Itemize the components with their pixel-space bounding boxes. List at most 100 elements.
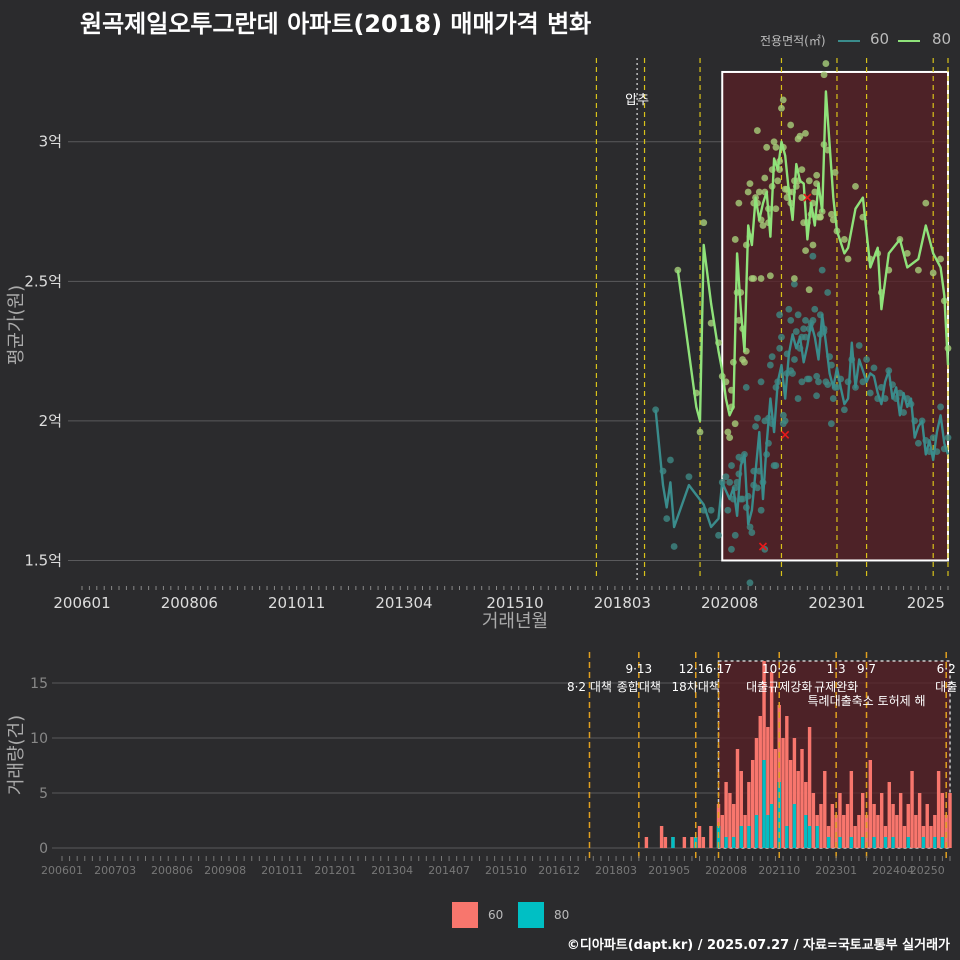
price-highlight-box	[721, 70, 949, 562]
legend-swatch-80	[898, 40, 920, 42]
volume-x-tick-label: 201905	[648, 864, 690, 877]
price-point-60	[827, 420, 835, 428]
volume-bar-60	[823, 771, 827, 848]
volume-bar-60	[929, 826, 933, 848]
volume-x-tick-label: 200601	[41, 864, 83, 877]
price-y-tick-label: 1.5억	[24, 551, 62, 569]
volume-event-label: 18차대책	[672, 679, 720, 694]
price-point-60	[778, 333, 785, 341]
price-point-60	[746, 579, 754, 587]
volume-bar-60	[682, 837, 687, 848]
price-point-60	[900, 409, 907, 416]
volume-bar-60	[906, 804, 910, 848]
price-point-60	[944, 434, 952, 442]
price-point-80	[744, 188, 752, 196]
volume-event-date-label: 9·7	[857, 662, 876, 676]
price-point-80	[922, 199, 930, 207]
price-point-80	[770, 138, 778, 146]
price-x-tick-label: 201803	[594, 594, 651, 612]
volume-bar-80	[671, 837, 675, 848]
price-point-80	[929, 269, 937, 277]
volume-x-tick-label: 201510	[485, 864, 527, 877]
price-x-tick-label: 201510	[486, 594, 543, 612]
volume-bar-60	[750, 760, 755, 848]
price-point-60	[728, 462, 735, 469]
volume-x-tick-label: 200703	[94, 864, 136, 877]
price-point-60	[781, 417, 789, 425]
price-point-80	[787, 121, 795, 129]
price-x-tick-label: 201304	[375, 594, 432, 612]
volume-bar-60	[868, 760, 873, 848]
price-point-80	[753, 127, 761, 134]
price-x-tick-label: 2025	[907, 594, 945, 612]
price-point-80	[802, 129, 809, 137]
price-point-60	[840, 406, 848, 414]
price-point-60	[792, 328, 800, 335]
volume-bar-60	[788, 760, 793, 848]
legend-bottom-label-60: 60	[488, 908, 504, 922]
price-point-80	[828, 210, 835, 218]
price-point-60	[753, 484, 761, 492]
volume-event-label: 8·2 대책	[567, 679, 612, 694]
volume-bar-60	[887, 782, 891, 848]
legend-top: 전용면적(㎡) 60 80	[760, 30, 960, 50]
volume-bar-60	[948, 793, 952, 848]
price-point-60	[815, 378, 822, 386]
price-point-60	[768, 353, 776, 361]
volume-bar-60	[811, 793, 816, 848]
volume-x-tick-label: 201011	[261, 864, 303, 877]
price-point-60	[757, 506, 765, 514]
volume-x-tick-label: 202301	[815, 864, 857, 877]
legend-bottom: 60 80	[452, 902, 582, 928]
volume-bar-60	[690, 837, 694, 848]
volume-bar-80	[826, 837, 831, 848]
volume-bar-60	[861, 793, 865, 848]
price-y-axis-title: 평균가(원)	[6, 285, 27, 365]
price-point-60	[776, 311, 783, 319]
price-point-60	[813, 392, 820, 400]
price-point-60	[785, 305, 793, 313]
price-point-60	[829, 395, 837, 402]
volume-bar-60	[819, 804, 823, 848]
volume-bar-60	[709, 826, 713, 848]
volume-event-label: 규제완화	[814, 680, 858, 694]
price-point-60	[752, 423, 759, 430]
volume-bar-60	[747, 782, 751, 848]
volume-bar-60	[769, 672, 774, 848]
volume-bar-60	[773, 749, 778, 848]
volume-bar-60	[781, 738, 785, 848]
price-point-60	[863, 356, 870, 363]
volume-y-tick-label: 15	[30, 676, 48, 692]
volume-bar-60	[792, 738, 797, 848]
price-point-60	[787, 316, 795, 324]
price-point-80	[724, 428, 732, 436]
price-point-80	[741, 358, 748, 366]
volume-event-label: 대출규제강화	[746, 680, 812, 694]
volume-bar-60	[728, 793, 732, 848]
legend-swatch-60	[838, 40, 860, 42]
price-point-60	[766, 361, 774, 369]
price-point-60	[790, 280, 798, 288]
price-line-80	[676, 90, 950, 423]
price-cross-marker	[758, 542, 768, 551]
price-point-60	[724, 506, 732, 514]
price-point-80	[820, 71, 828, 79]
volume-event-label: 대출	[935, 680, 957, 694]
price-point-60	[707, 506, 715, 514]
price-x-tick-label: 200806	[161, 594, 218, 612]
volume-bar-80	[754, 815, 759, 848]
volume-bar-80	[861, 837, 865, 848]
volume-bar-60	[663, 837, 668, 848]
price-point-80	[822, 60, 830, 67]
volume-bar-80	[883, 837, 888, 848]
price-point-60	[818, 266, 826, 274]
volume-bar-60	[830, 804, 835, 848]
price-point-80	[778, 104, 785, 112]
volume-bar-60	[940, 793, 945, 848]
volume-bar-60	[944, 815, 948, 848]
volume-bar-80	[807, 826, 812, 848]
volume-bar-60	[845, 804, 850, 848]
price-point-80	[750, 275, 758, 282]
price-point-80	[766, 272, 774, 280]
volume-bar-80	[906, 837, 910, 848]
